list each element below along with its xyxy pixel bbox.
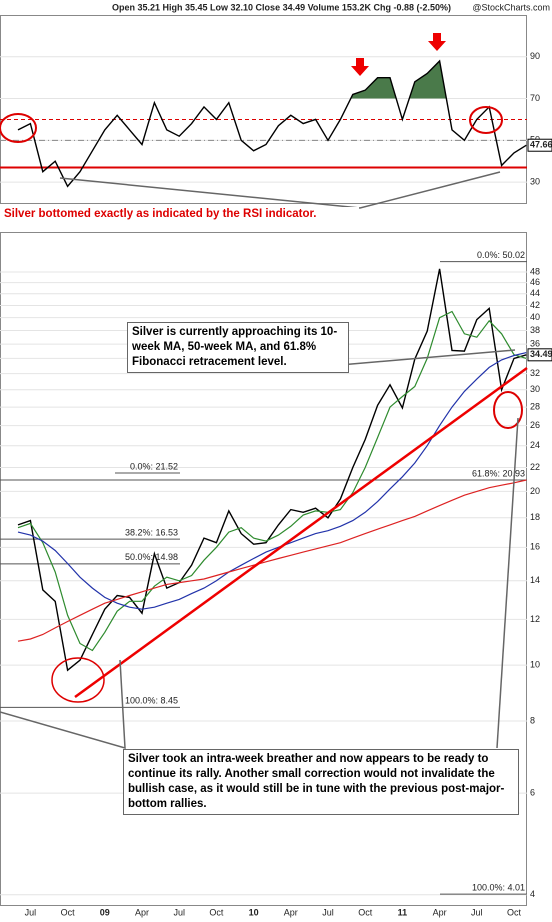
quote-header: Open 35.21 High 35.45 Low 32.10 Close 34… [112,2,451,12]
fib-label: 100.0%: 8.45 [125,696,178,706]
last-value-label: 34.49 [530,349,552,359]
annotation: Silver is currently approaching its 10-w… [127,322,349,373]
series-line [17,479,527,642]
y-tick-label: 14 [530,575,540,585]
annotation: Silver bottomed exactly as indicated by … [4,207,359,222]
x-tick-label: Apr [135,907,149,917]
y-tick-label: 32 [530,368,540,378]
fib-label: 50.0%: 14.98 [125,552,178,562]
fib-label: 61.8%: 20.93 [472,468,525,478]
last-value-label: 47.66 [530,140,552,150]
series-line [17,268,527,672]
y-tick-label: 90 [530,51,540,61]
y-tick-label: 48 [530,266,540,276]
y-tick-label: 42 [530,300,540,310]
x-tick-label: Jul [173,907,185,917]
last-value-box [527,138,552,152]
x-tick-label: Jul [471,907,483,917]
y-tick-label: 46 [530,277,540,287]
connector [59,171,501,209]
y-tick-label: 10 [530,659,540,669]
fib-label: 0.0%: 50.02 [477,250,525,260]
y-tick-label: 18 [530,512,540,522]
circle [469,106,503,134]
x-tick-label: Apr [284,907,298,917]
arrow [351,58,369,76]
annotation: Silver took an intra-week breather and n… [123,749,519,815]
x-tick-label: Jul [322,907,334,917]
arrow [428,33,446,51]
circle [51,657,105,703]
x-tick-label: 09 [100,907,110,917]
x-tick-label: 11 [398,907,408,917]
series-line [17,352,527,610]
y-tick-label: 12 [530,614,540,624]
last-value-box [527,348,552,362]
trend-line [74,366,528,699]
y-tick-label: 40 [530,312,540,322]
y-tick-label: 26 [530,420,540,430]
y-tick-label: 28 [530,401,540,411]
y-tick-label: 30 [530,384,540,394]
x-tick-label: Oct [507,907,522,917]
fib-label: 38.2%: 16.53 [125,528,178,538]
circle [0,113,37,143]
x-tick-label: Jul [25,907,37,917]
connector [496,417,519,749]
y-tick-label: 4 [530,889,535,899]
y-tick-label: 70 [530,93,540,103]
x-tick-label: Oct [209,907,224,917]
y-tick-label: 38 [530,325,540,335]
connector [339,349,516,366]
y-tick-label: 36 [530,338,540,348]
rsi-panel [0,15,527,204]
overbought-area [350,61,447,99]
y-tick-label: 20 [530,486,540,496]
circle [493,391,523,429]
source: @StockCharts.com [472,2,550,12]
x-tick-label: Apr [433,907,447,917]
fib-label: 0.0%: 21.52 [130,461,178,471]
y-tick-label: 24 [530,440,540,450]
y-tick-label: 6 [530,788,535,798]
y-tick-label: 30 [530,176,540,186]
y-tick-label: 16 [530,542,540,552]
fib-label: 100.0%: 4.01 [472,883,525,893]
y-tick-label: 22 [530,462,540,472]
series-line [17,310,527,652]
x-tick-label: Oct [61,907,76,917]
x-tick-label: Oct [358,907,373,917]
y-tick-label: 8 [530,715,535,725]
x-tick-label: 10 [249,907,259,917]
connector [0,659,126,750]
series-line [17,59,527,188]
y-tick-label: 44 [530,288,540,298]
